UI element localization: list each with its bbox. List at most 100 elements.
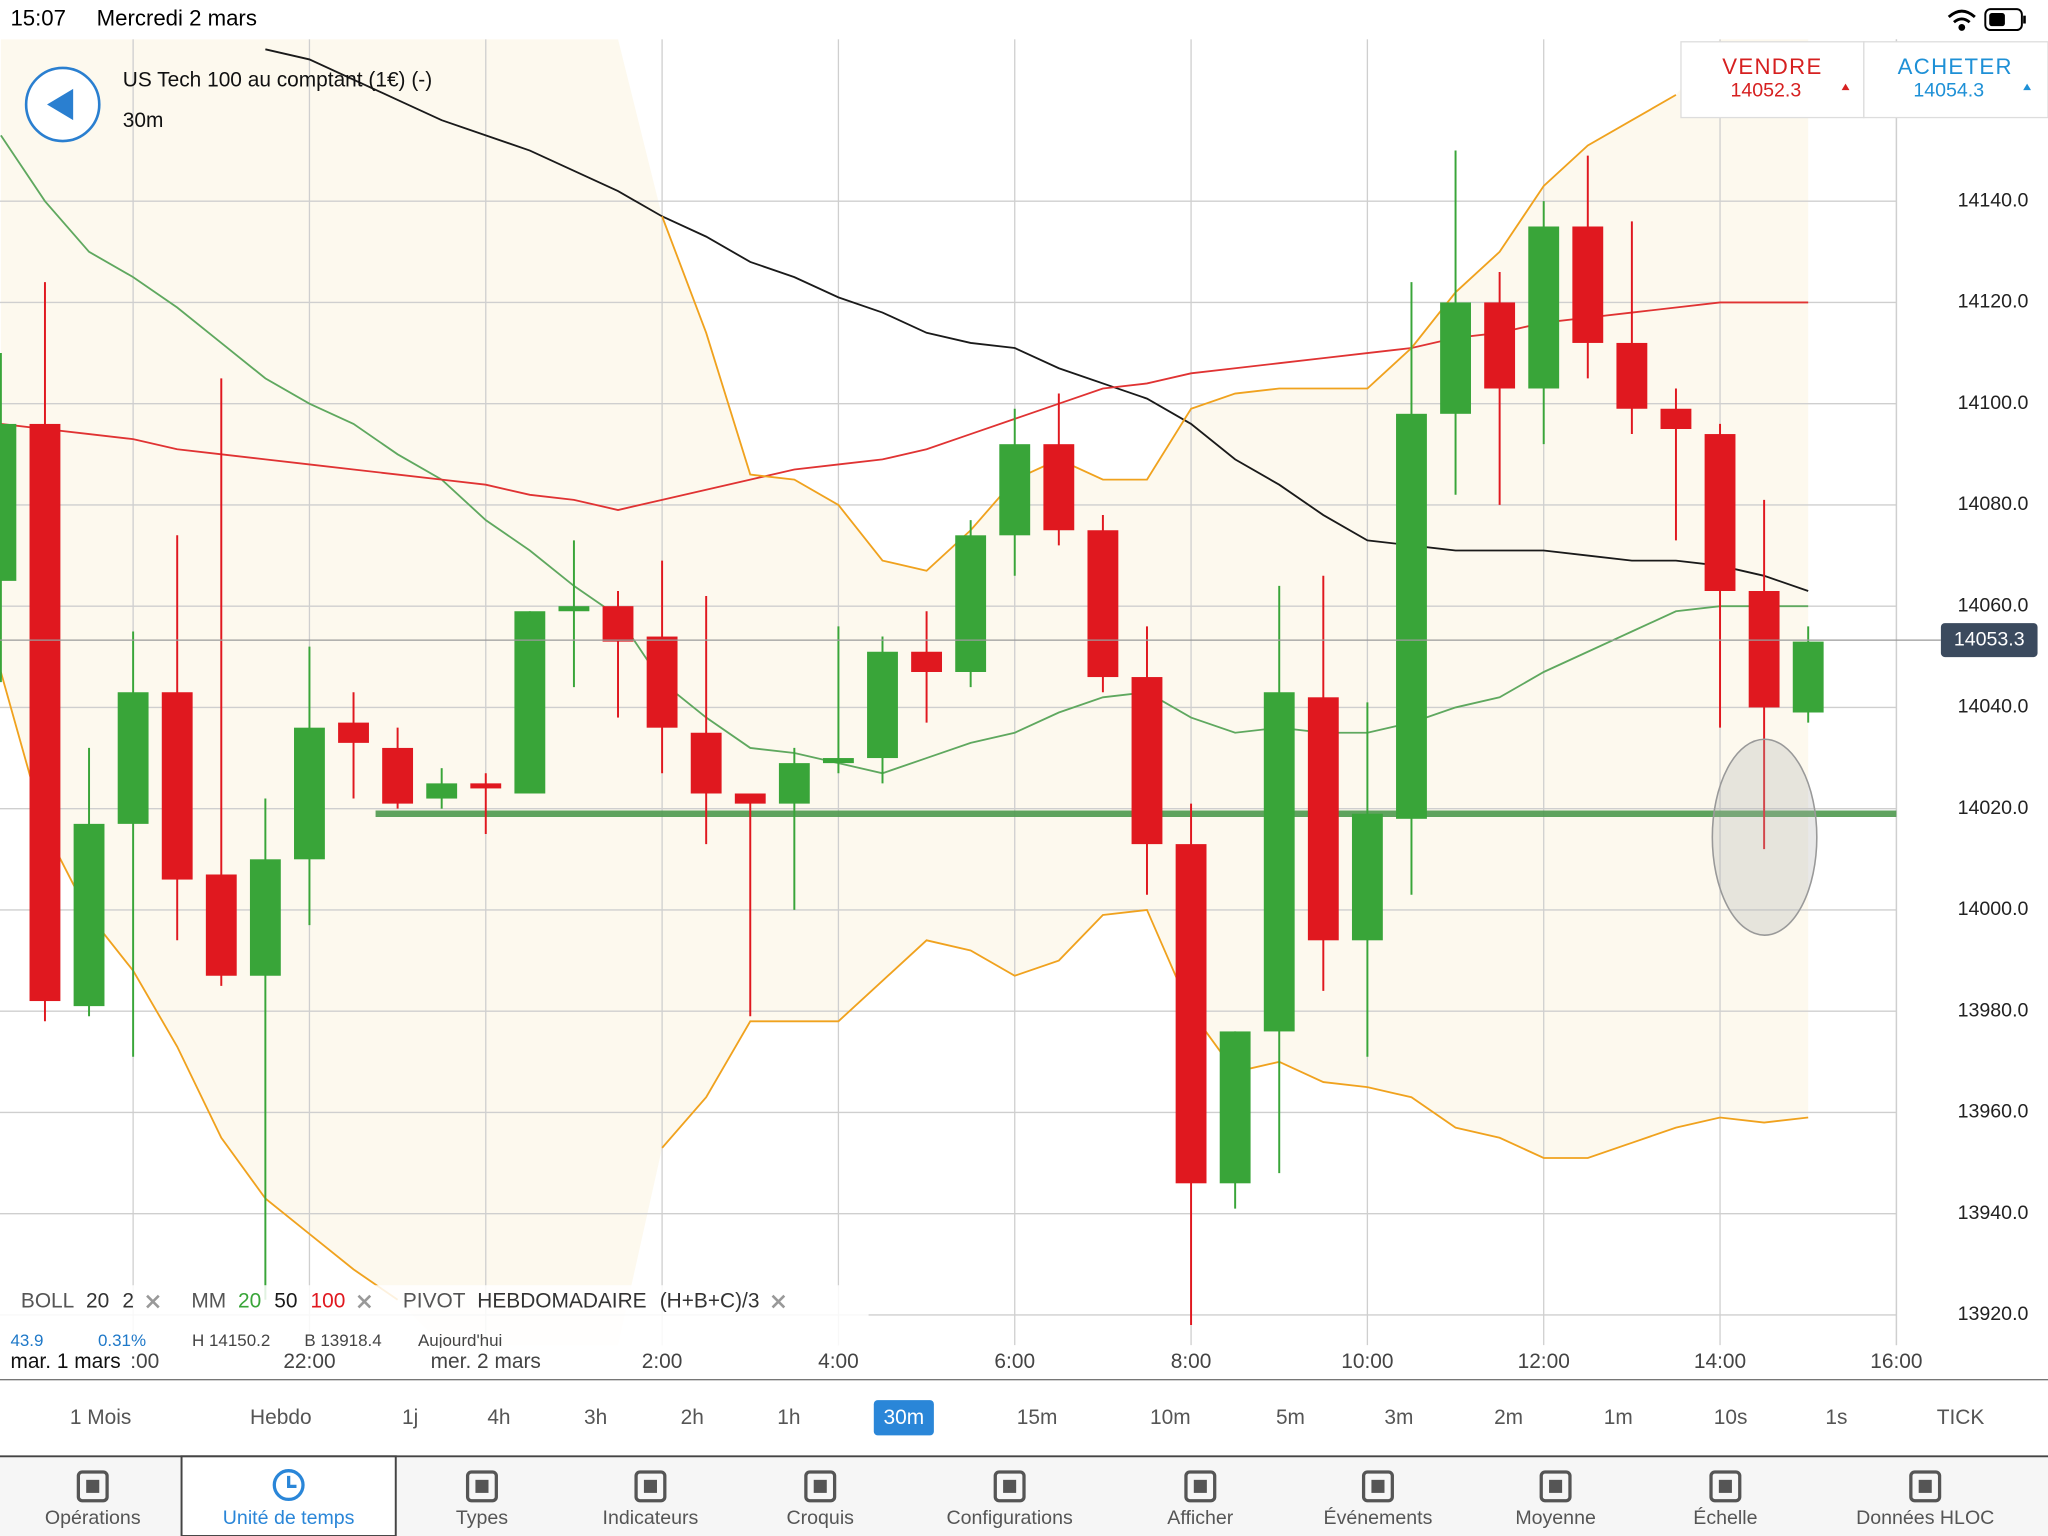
buy-button[interactable]: ACHETER 14054.3 [1863,41,2048,119]
timeframe-option[interactable]: Hebdo [250,1406,312,1429]
toolbar-item[interactable]: Moyenne [1515,1507,1596,1529]
toolbar-icon[interactable] [643,1479,657,1493]
last-price-label: 14053.3 [1954,628,2025,650]
indicator-param[interactable]: 100 [311,1290,346,1313]
timeframe-option[interactable]: 3h [584,1406,607,1429]
toolbar-icon[interactable] [1909,1470,1942,1503]
toolbar-icon[interactable] [1184,1470,1217,1503]
candle-body [1219,1031,1251,1184]
buy-box[interactable] [1863,41,2048,119]
toolbar-item[interactable]: Données HLOC [1856,1507,1994,1529]
buy-label[interactable]: ACHETER [1898,54,2013,79]
toolbar-icon[interactable] [993,1470,1026,1503]
timeframe-option[interactable]: 1m [1604,1406,1633,1429]
indicator-line [661,94,1677,572]
timeframe-option[interactable]: 1 Mois [70,1406,131,1429]
toolbar-icon[interactable] [1918,1479,1932,1493]
band-fill [0,39,1809,1346]
timeframe-option[interactable]: TICK [1937,1406,1985,1429]
timeframe-option[interactable]: 10m [1150,1406,1191,1429]
toolbar-item[interactable]: Indicateurs [603,1507,699,1529]
candle-body [161,692,193,880]
back-button[interactable] [24,66,101,143]
timeframe-option[interactable]: 1s [1825,1406,1847,1429]
indicator-param[interactable]: 50 [274,1290,297,1313]
remove-indicator[interactable] [771,1294,786,1309]
back-arrow[interactable] [47,88,74,121]
timeframe-option[interactable]: 2h [681,1406,704,1429]
sell-label[interactable]: VENDRE [1722,54,1822,79]
x-axis-row [0,1347,2048,1380]
timeframe-option[interactable]: 5m [1276,1406,1305,1429]
toolbar-icon[interactable] [1549,1479,1563,1493]
toolbar-item[interactable]: Croquis [787,1507,855,1529]
timeframe-option[interactable]: 10s [1714,1406,1748,1429]
timeframe-option[interactable]: 3m [1384,1406,1413,1429]
toolbar-icon[interactable] [1371,1479,1385,1493]
candle-body [249,859,281,976]
toolbar-item[interactable]: Configurations [947,1507,1073,1529]
toolbar-icon[interactable] [804,1470,837,1503]
timeframe-option[interactable]: 15m [1017,1406,1058,1429]
toolbar-icon[interactable] [287,1475,297,1488]
toolbar-item[interactable]: Événements [1324,1506,1433,1529]
annotation-layer [1711,738,1818,936]
timeframe-option[interactable]: 4h [487,1406,510,1429]
x-tick-label: 8:00 [1171,1350,1212,1373]
candle-body [1572,226,1604,343]
toolbar-icon[interactable] [813,1479,827,1493]
y-tick-label: 14100.0 [1958,392,2029,414]
y-tick-label: 14040.0 [1958,696,2029,718]
indicator-param[interactable]: (H+B+C)/3 [660,1290,760,1313]
sell-button[interactable]: VENDRE 14052.3 [1680,41,1865,119]
x-tick-label: mer. 2 mars [431,1350,541,1373]
sell-box[interactable] [1680,41,1865,119]
toolbar-item[interactable]: Échelle [1693,1506,1757,1529]
timeframe-option[interactable]: 30m [884,1406,925,1429]
wifi-arc [1947,9,1976,19]
toolbar-icon[interactable] [465,1470,498,1503]
toolbar-icon[interactable] [475,1479,489,1493]
timeframe-selected[interactable] [873,1400,934,1436]
remove-indicator[interactable] [357,1294,372,1309]
toolbar-item[interactable]: Opérations [45,1507,141,1529]
x-tick-label: 2:00 [642,1350,683,1373]
y-tick-label: 14120.0 [1958,291,2029,313]
toolbar-icon[interactable] [1003,1479,1017,1493]
toolbar-icon[interactable] [634,1470,667,1503]
x-tick-label: 10:00 [1341,1350,1393,1373]
timeframe-option[interactable]: 1h [777,1406,800,1429]
indicator-param[interactable]: HEBDOMADAIRE [477,1290,646,1313]
candle-body [294,727,325,860]
toolbar-icon[interactable] [1709,1470,1742,1503]
sell-price[interactable]: 14052.3 [1730,80,1801,102]
buy-price[interactable]: 14054.3 [1913,80,1984,102]
candle-body [1484,302,1516,389]
timeframe-option[interactable]: 1j [402,1406,418,1429]
toolbar-icon[interactable] [1718,1479,1732,1493]
toolbar-icon[interactable] [1193,1479,1207,1493]
toolbar-item[interactable]: Afficher [1167,1507,1233,1529]
indicator-name[interactable]: MM [191,1290,226,1313]
timeframe-option[interactable]: 2m [1494,1406,1523,1429]
toolbar-icon[interactable] [1539,1470,1572,1503]
indicator-param[interactable]: 20 [238,1290,261,1313]
x-tick-label: 6:00 [994,1350,1035,1373]
candle-body [999,444,1031,536]
toolbar-icon[interactable] [272,1469,305,1502]
toolbar-item[interactable]: Unité de temps [223,1507,355,1529]
candle-body [867,651,898,759]
indicator-name[interactable]: PIVOT [403,1290,466,1313]
y-tick-label: 14080.0 [1958,493,2029,515]
toolbar-icon[interactable] [1361,1470,1394,1503]
indicator-param[interactable]: 20 [86,1290,109,1313]
candle-body [29,423,61,1002]
indicator-name[interactable]: BOLL [21,1290,74,1313]
toolbar-icon[interactable] [76,1470,109,1503]
toolbar-icon[interactable] [86,1479,100,1493]
toolbar-item[interactable]: Types [456,1507,508,1529]
y-tick-label: 14020.0 [1958,797,2029,819]
remove-indicator[interactable] [146,1294,160,1309]
y-tick-label: 14140.0 [1958,189,2029,211]
indicator-param[interactable]: 2 [122,1290,134,1313]
